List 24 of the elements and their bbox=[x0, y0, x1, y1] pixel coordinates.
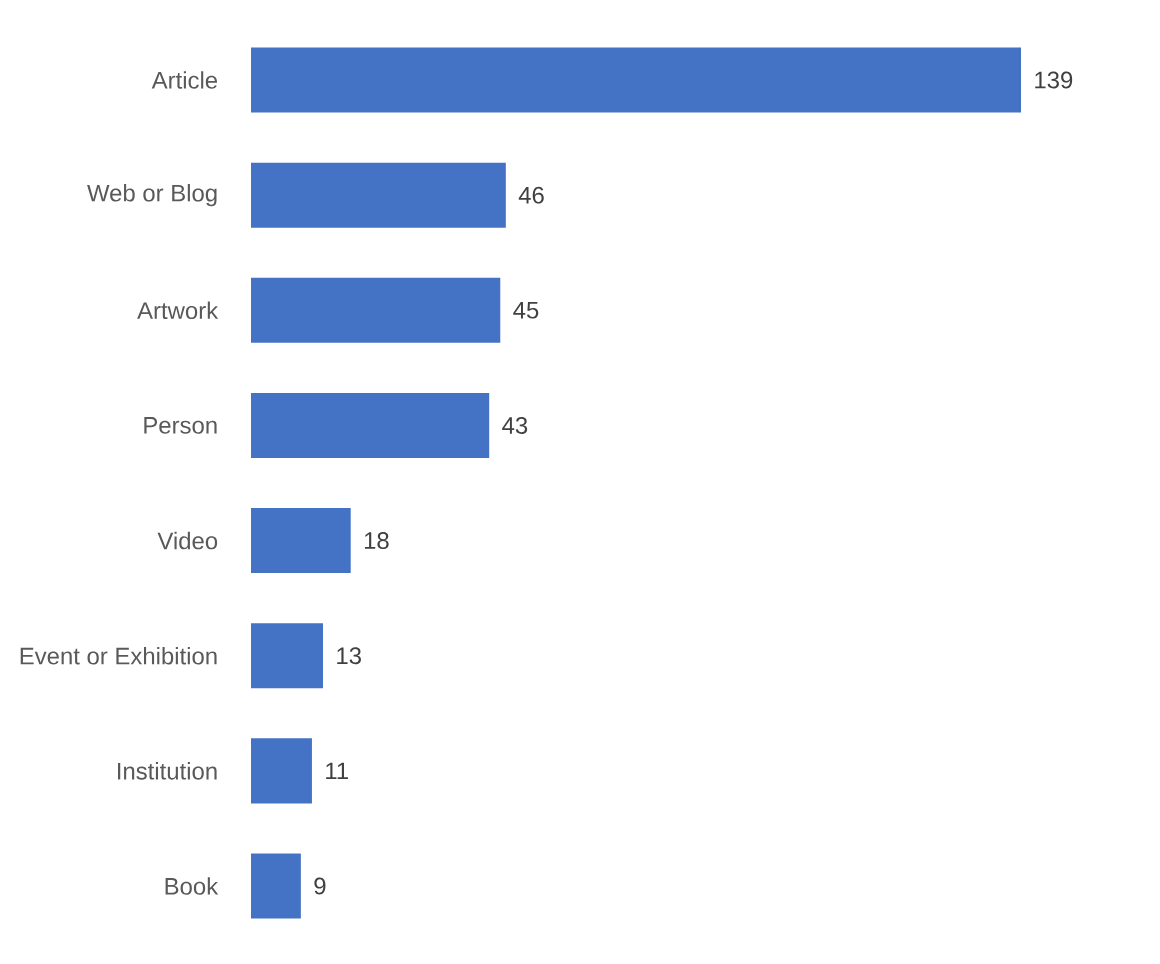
bar bbox=[251, 277, 501, 343]
y-tick-label: Book bbox=[165, 877, 219, 895]
bar bbox=[251, 392, 490, 458]
data-label: 43 bbox=[502, 416, 528, 434]
data-label: 18 bbox=[364, 532, 389, 550]
bar bbox=[251, 47, 1022, 113]
y-tick-label: Web or Blog bbox=[87, 184, 217, 207]
y-tick-label: Artwork bbox=[137, 301, 219, 320]
bar bbox=[251, 508, 351, 574]
bar bbox=[251, 623, 324, 689]
y-tick-label: Article bbox=[151, 71, 218, 89]
data-label: 46 bbox=[518, 186, 544, 204]
data-label: 13 bbox=[337, 647, 361, 665]
y-tick-label: Institution bbox=[118, 762, 217, 780]
data-label: 11 bbox=[326, 762, 348, 780]
data-label: 139 bbox=[1035, 71, 1073, 89]
data-label: 9 bbox=[314, 877, 326, 895]
bar bbox=[251, 853, 301, 919]
bar bbox=[251, 738, 312, 804]
y-tick-label: Video bbox=[157, 531, 218, 550]
data-label: 45 bbox=[513, 301, 539, 319]
y-tick-label: Person bbox=[144, 417, 217, 434]
y-tick-label: Event or Exhibition bbox=[20, 646, 217, 665]
bar bbox=[251, 162, 506, 228]
